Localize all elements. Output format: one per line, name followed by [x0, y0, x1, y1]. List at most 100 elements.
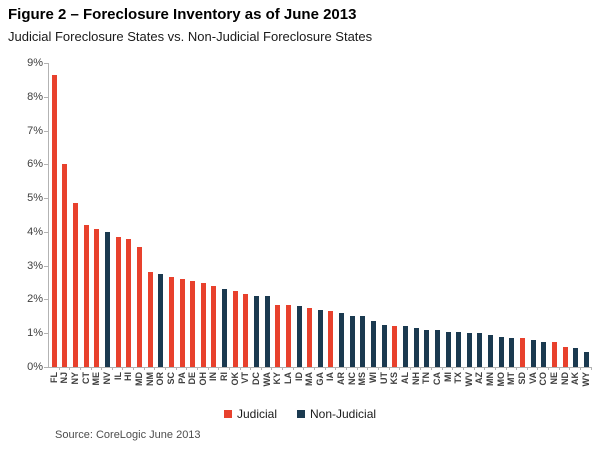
bar-WI: [371, 321, 377, 367]
y-axis-tick-mark: [44, 198, 48, 199]
legend-judicial-label: Judicial: [236, 407, 277, 421]
bar-slot-KS: [390, 63, 401, 367]
x-axis-label-OH: OH: [197, 372, 208, 386]
y-axis-tick-mark: [44, 367, 48, 368]
bar-MA: [307, 308, 313, 367]
x-axis-label-MS: MS: [357, 372, 368, 386]
bar-PA: [179, 279, 185, 367]
x-axis-label-ME: ME: [91, 372, 102, 386]
bar-slot-RI: [219, 63, 230, 367]
bar-DE: [190, 281, 196, 367]
x-axis-label-IL: IL: [112, 372, 123, 380]
bar-AL: [402, 326, 408, 367]
bar-slot-WV: [464, 63, 475, 367]
x-axis-label-RI: RI: [219, 372, 230, 381]
bar-slot-CO: [538, 63, 549, 367]
bar-TN: [424, 330, 430, 367]
bar-slot-UT: [379, 63, 390, 367]
bar-slot-ND: [560, 63, 571, 367]
bar-NE: [551, 342, 557, 367]
bar-slot-OR: [155, 63, 166, 367]
bar-slot-MD: [134, 63, 145, 367]
bar-slot-LA: [283, 63, 294, 367]
bar-ND: [562, 347, 568, 367]
x-axis-label-KY: KY: [272, 372, 283, 385]
y-axis-tick-label-8: 8%: [27, 91, 43, 103]
x-axis-label-NJ: NJ: [59, 372, 70, 384]
bar-slot-DC: [251, 63, 262, 367]
bar-NC: [349, 316, 355, 367]
legend-item-judicial: Judicial: [223, 407, 277, 421]
bar-slot-IN: [209, 63, 220, 367]
bar-ME: [94, 229, 100, 367]
bar-slot-AL: [400, 63, 411, 367]
bar-slot-MS: [358, 63, 369, 367]
bar-slot-NM: [145, 63, 156, 367]
bar-WY: [583, 352, 589, 367]
y-axis-tick-label-0: 0%: [27, 361, 43, 373]
y-axis-tick-mark: [44, 333, 48, 334]
bar-slot-MI: [443, 63, 454, 367]
x-axis-label-NH: NH: [410, 372, 421, 385]
x-axis-label-VA: VA: [527, 372, 538, 384]
bar-slot-HI: [123, 63, 134, 367]
bar-KS: [392, 326, 398, 367]
y-axis-tick-label-4: 4%: [27, 226, 43, 238]
bar-slot-ID: [294, 63, 305, 367]
x-axis-label-NV: NV: [102, 372, 113, 385]
bar-slot-MN: [485, 63, 496, 367]
bar-SD: [520, 338, 525, 367]
bar-slot-CA: [432, 63, 443, 367]
y-axis-tick-label-6: 6%: [27, 158, 43, 170]
bar-VT: [243, 294, 249, 367]
x-axis-label-MA: MA: [304, 372, 315, 386]
bar-slot-CT: [81, 63, 92, 367]
x-axis-label-DE: DE: [187, 372, 198, 385]
bar-slot-ME: [92, 63, 103, 367]
x-axis-label-NY: NY: [70, 372, 81, 385]
x-axis-label-AR: AR: [336, 372, 347, 385]
bar-AR: [339, 313, 345, 367]
x-axis-label-OR: OR: [155, 372, 166, 386]
bar-DC: [253, 296, 259, 367]
bar-slot-WI: [368, 63, 379, 367]
bar-NM: [147, 272, 153, 367]
x-axis-label-UT: UT: [378, 372, 389, 384]
bar-slot-VT: [241, 63, 252, 367]
non-judicial-swatch-icon: [297, 410, 305, 418]
bar-OH: [200, 283, 206, 367]
bar-slot-NE: [549, 63, 560, 367]
bar-slot-TX: [453, 63, 464, 367]
bar-GA: [317, 310, 323, 367]
x-axis-label-IA: IA: [325, 372, 336, 381]
x-axis-label-MD: MD: [133, 372, 144, 386]
x-axis-label-VT: VT: [240, 372, 251, 384]
bar-slot-NJ: [60, 63, 71, 367]
plot-bars: [49, 63, 592, 367]
bar-AK: [573, 348, 579, 367]
bar-slot-FL: [49, 63, 60, 367]
x-axis-label-OK: OK: [229, 372, 240, 386]
x-axis-label-SD: SD: [517, 372, 527, 385]
x-axis-label-NE: NE: [548, 372, 559, 385]
bar-HI: [126, 239, 132, 367]
bar-slot-AR: [336, 63, 347, 367]
y-axis-tick-mark: [44, 63, 48, 64]
x-axis-label-CO: CO: [538, 372, 549, 386]
x-axis-label-HI: HI: [123, 372, 134, 381]
figure-subtitle: Judicial Foreclosure States vs. Non-Judi…: [8, 29, 373, 44]
x-axis-ticks: [49, 367, 592, 370]
x-axis-label-CT: CT: [80, 372, 91, 384]
y-axis-tick-label-5: 5%: [27, 192, 43, 204]
bar-slot-AZ: [475, 63, 486, 367]
x-axis-label-KS: KS: [389, 372, 400, 385]
bar-slot-IL: [113, 63, 124, 367]
figure-title: Figure 2 – Foreclosure Inventory as of J…: [8, 6, 357, 23]
y-axis-tick-label-2: 2%: [27, 293, 43, 305]
bar-slot-MO: [496, 63, 507, 367]
bar-RI: [222, 289, 228, 367]
x-axis-label-MN: MN: [485, 372, 496, 386]
bar-IA: [328, 311, 334, 367]
bar-NV: [105, 232, 111, 367]
x-axis-label-ID: ID: [293, 372, 304, 381]
